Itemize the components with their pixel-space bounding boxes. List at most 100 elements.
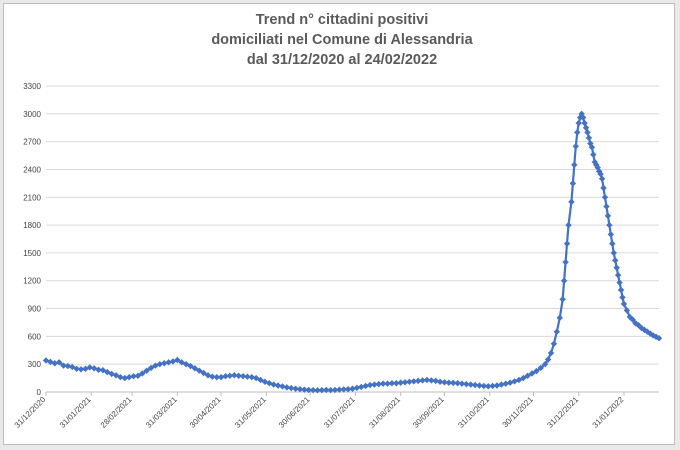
data-point-marker: [393, 379, 400, 387]
y-tick-label: 1500: [23, 249, 41, 258]
series-plot: [42, 110, 663, 394]
data-point-marker: [610, 249, 617, 257]
data-point-marker: [617, 286, 625, 294]
data-point-marker: [463, 380, 470, 388]
data-point-marker: [601, 194, 609, 201]
data-point-marker: [579, 114, 587, 121]
data-point-marker: [239, 373, 247, 380]
x-tick-label: 31/12/2021: [545, 395, 580, 430]
y-tick-label: 3300: [23, 82, 41, 91]
data-point-marker: [609, 240, 616, 247]
data-point-marker: [362, 382, 369, 390]
data-point-marker: [562, 258, 569, 266]
data-point-marker: [467, 381, 474, 388]
data-point-marker: [572, 143, 580, 150]
data-point-marker: [156, 360, 164, 368]
data-point-marker: [305, 386, 312, 394]
data-point-marker: [647, 330, 654, 337]
data-point-marker: [371, 381, 378, 388]
data-point-marker: [588, 144, 596, 151]
y-tick-label: 300: [28, 360, 42, 369]
data-point-marker: [73, 365, 80, 373]
data-point-marker: [603, 203, 610, 210]
data-point-marker: [384, 380, 391, 387]
data-point-marker: [134, 372, 142, 379]
data-point-marker: [235, 372, 242, 379]
data-point-marker: [244, 373, 251, 380]
data-point-marker: [441, 379, 448, 386]
data-point-marker: [568, 198, 575, 206]
x-tick-label: 30/11/2021: [501, 395, 536, 430]
data-point-marker: [544, 356, 552, 363]
data-point-marker: [528, 370, 536, 377]
y-tick-label: 0: [37, 388, 42, 397]
data-point-marker: [314, 387, 321, 394]
data-point-marker: [279, 383, 286, 390]
data-point-marker: [581, 119, 588, 127]
data-point-marker: [585, 134, 593, 142]
data-point-marker: [196, 367, 203, 374]
y-tick-label: 2700: [23, 138, 41, 147]
data-point-marker: [493, 382, 501, 389]
data-point-marker: [619, 294, 626, 301]
data-point-marker: [454, 379, 461, 387]
data-point-marker: [86, 364, 93, 371]
x-tick-label: 31/08/2021: [367, 395, 402, 430]
series-line: [45, 112, 660, 392]
data-point-marker: [598, 175, 606, 182]
data-point-marker: [410, 378, 417, 385]
data-point-marker: [559, 296, 566, 303]
x-tick-label: 31/12/2020: [13, 395, 48, 430]
data-point-marker: [344, 386, 352, 393]
data-point-marker: [174, 356, 181, 364]
data-point-marker: [165, 359, 172, 366]
chart-frame: Trend n° cittadini positivi domiciliati …: [3, 3, 675, 445]
data-point-marker: [51, 360, 58, 367]
data-point-marker: [187, 362, 194, 370]
data-point-marker: [125, 373, 133, 381]
data-point-marker: [414, 377, 422, 385]
data-point-marker: [489, 382, 496, 390]
data-point-marker: [178, 359, 185, 366]
data-point-marker: [550, 340, 558, 347]
data-point-marker: [584, 129, 591, 136]
data-point-marker: [296, 386, 304, 393]
data-point-marker: [147, 364, 155, 372]
data-point-marker: [318, 386, 326, 394]
data-point-marker: [445, 379, 453, 386]
y-tick-label: 1200: [23, 277, 41, 286]
x-tick-label: 30/04/2021: [188, 395, 223, 430]
data-point-marker: [406, 378, 413, 385]
y-tick-label: 900: [28, 305, 42, 314]
x-tick-label: 31/05/2021: [233, 395, 268, 430]
data-point-marker: [99, 367, 107, 374]
data-point-marker: [204, 372, 212, 379]
data-point-marker: [60, 362, 67, 369]
data-point-marker: [607, 231, 615, 238]
data-point-marker: [655, 335, 663, 342]
data-point-marker: [248, 373, 255, 381]
y-axis-tick-labels: 0 300 600 900 1200 1500 1800 2100 2400 2700 3000 33…: [23, 82, 41, 397]
data-point-marker: [130, 373, 137, 380]
data-point-marker: [563, 240, 571, 247]
x-tick-label: 30/09/2021: [411, 395, 446, 430]
data-point-marker: [569, 180, 577, 187]
data-point-marker: [571, 161, 578, 169]
data-point-marker: [117, 373, 124, 381]
x-tick-label: 31/07/2021: [322, 395, 357, 430]
data-point-marker: [191, 365, 199, 372]
data-point-marker: [226, 372, 234, 379]
data-point-marker: [600, 184, 607, 192]
data-point-marker: [340, 386, 347, 393]
data-point-marker: [428, 377, 435, 384]
data-point-marker: [95, 366, 102, 373]
data-point-marker: [587, 140, 594, 147]
chart-title-line-1: Trend n° cittadini positivi: [256, 12, 429, 28]
data-point-marker: [436, 378, 444, 385]
data-point-marker: [388, 379, 396, 387]
data-point-marker: [620, 300, 628, 308]
data-point-marker: [458, 380, 466, 387]
data-point-marker: [575, 119, 582, 127]
data-point-marker: [574, 129, 581, 136]
data-point-marker: [301, 386, 308, 393]
